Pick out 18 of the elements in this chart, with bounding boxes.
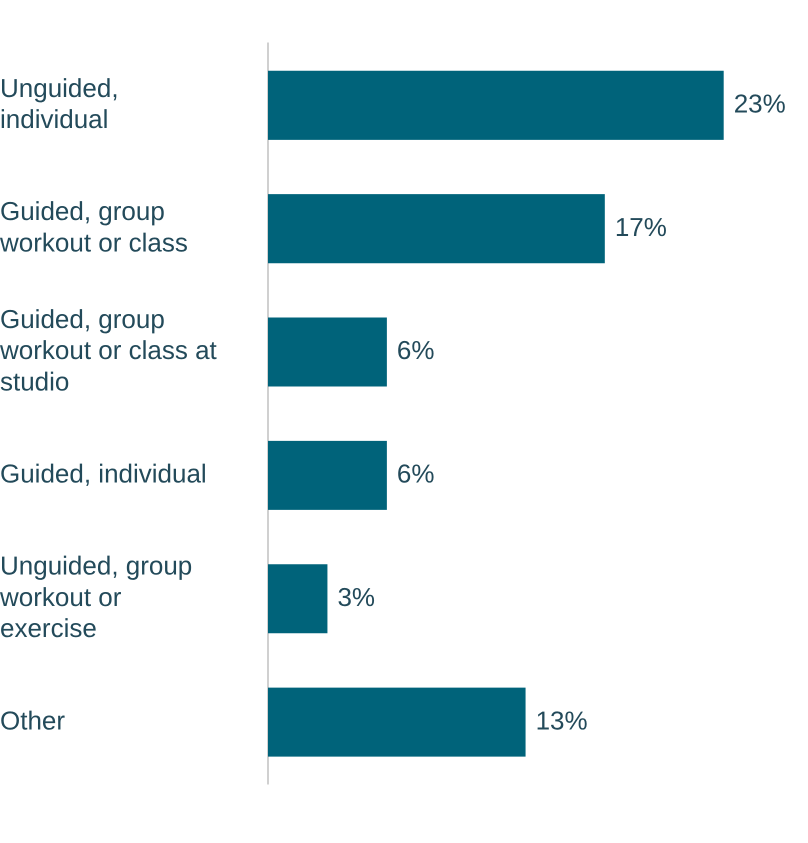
data-label: 6% [396, 458, 434, 489]
y-tick-label: Guided, individual [0, 458, 207, 489]
bar [268, 194, 605, 264]
bar [268, 564, 328, 634]
data-label: 6% [396, 335, 434, 366]
bar [268, 688, 526, 757]
y-tick-label: Unguided, individual [0, 72, 119, 134]
bar [268, 70, 724, 140]
data-label: 17% [614, 212, 667, 242]
data-label: 3% [337, 582, 376, 612]
bar [268, 317, 387, 387]
y-tick-label: Unguided, group workout or exercise [0, 550, 192, 644]
y-tick-label: Guided, group workout or class [0, 196, 188, 258]
data-label: 13% [536, 705, 588, 736]
data-label: 23% [734, 88, 786, 118]
y-tick-label: Guided, group workout or class at studio [0, 304, 218, 396]
y-tick-label: Other [0, 705, 66, 736]
bar [268, 440, 387, 510]
